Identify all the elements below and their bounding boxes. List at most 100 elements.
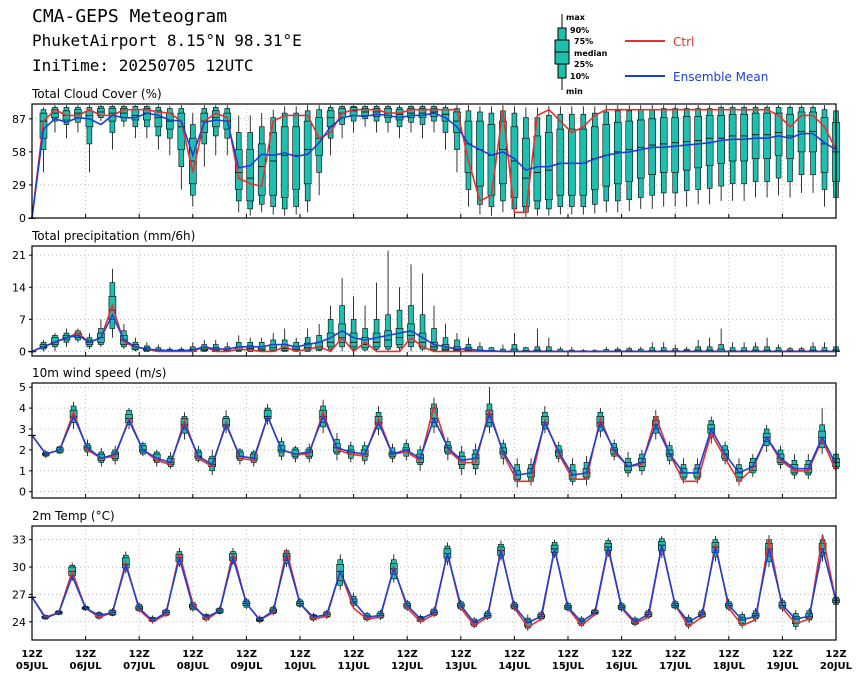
box-inner (211, 110, 220, 128)
box-inner (269, 132, 278, 196)
legend-ctrl-label: Ctrl (673, 35, 694, 49)
x-tick-date: 18JUL (713, 661, 746, 672)
x-tick-hour: 12Z (611, 649, 632, 660)
panel-3 (28, 525, 840, 641)
y-tick-label: 4 (19, 402, 26, 415)
box-inner (303, 342, 312, 351)
y-tick-label: 0 (19, 212, 26, 225)
legend-label-1: 90% (570, 26, 589, 35)
x-tick-date: 08JUL (177, 661, 210, 672)
y-tick-label: 30 (12, 561, 26, 574)
box-inner (568, 128, 576, 196)
y-tick-label: 7 (19, 313, 26, 326)
y-tick-label: 21 (12, 249, 26, 262)
x-tick-hour: 12Z (825, 649, 846, 660)
x-tick-date: 10JUL (284, 661, 317, 672)
x-tick-date: 19JUL (766, 661, 799, 672)
y-tick-label: 14 (12, 281, 26, 294)
box-inner (763, 112, 771, 160)
x-axis-labels: 12Z05JUL12Z06JUL12Z07JUL12Z08JUL12Z09JUL… (16, 649, 853, 672)
x-tick-date: 12JUL (391, 661, 424, 672)
box-inner (705, 115, 714, 166)
x-tick-hour: 12Z (289, 649, 310, 660)
ensemble-mean-line (31, 312, 836, 353)
x-tick-date: 16JUL (606, 661, 639, 672)
station-location: PhuketAirport 8.15°N 98.31°E (32, 31, 302, 50)
panel-0 (28, 103, 840, 219)
box-inner (384, 330, 392, 348)
panel-2 (28, 382, 840, 499)
x-tick-date: 09JUL (230, 661, 263, 672)
box-inner (372, 332, 381, 348)
meteogram-title: CMA-GEPS Meteogram (32, 6, 228, 27)
box-inner (395, 109, 404, 121)
y-tick-label: 5 (19, 381, 26, 394)
y-tick-label: 3 (19, 423, 26, 436)
box-inner (533, 135, 542, 202)
legend-label-6: min (566, 87, 583, 96)
x-tick-date: 20JUL (820, 661, 853, 672)
y-tick-label: 24 (12, 616, 26, 629)
y-tick-label: 0 (19, 486, 26, 499)
box-inner (372, 108, 381, 117)
box-inner (303, 120, 312, 185)
box-inner (349, 107, 358, 116)
panel-title-2: 10m wind speed (m/s) (32, 366, 166, 380)
panel-title-1: Total precipitation (mm/6h) (31, 229, 195, 243)
box-inner (154, 110, 163, 128)
box-inner (487, 124, 496, 196)
x-tick-date: 11JUL (338, 661, 371, 672)
box-inner (751, 112, 760, 160)
x-tick-date: 15JUL (552, 661, 585, 672)
box-outer (419, 314, 426, 350)
panel-frame (31, 245, 837, 357)
box-inner (659, 117, 668, 173)
legend-label-3: median (574, 49, 608, 58)
legend-label-2: 75% (574, 37, 593, 46)
ctrl-series-line (31, 108, 837, 219)
box-inner (556, 128, 565, 196)
box-inner (234, 149, 243, 190)
box-inner (476, 120, 484, 187)
box-inner (728, 113, 737, 162)
box-inner (682, 116, 691, 171)
x-tick-date: 07JUL (123, 661, 156, 672)
x-tick-date: 17JUL (659, 661, 692, 672)
box-inner (246, 149, 255, 202)
x-tick-hour: 12Z (182, 649, 203, 660)
x-tick-hour: 12Z (397, 649, 418, 660)
panel-title-3: 2m Temp (°C) (32, 509, 115, 523)
box-inner (809, 111, 817, 153)
legend-label-4: 25% (574, 60, 593, 69)
x-tick-date: 06JUL (70, 661, 103, 672)
y-tick-label: 29 (12, 179, 26, 192)
panel-frame (31, 103, 837, 219)
panel-frame (31, 382, 837, 499)
y-tick-label: 0 (19, 345, 26, 358)
ensemble-mean-line (31, 112, 837, 219)
box-inner (774, 112, 783, 156)
y-tick-label: 27 (12, 588, 26, 601)
box-inner (395, 328, 404, 345)
x-tick-hour: 12Z (772, 649, 793, 660)
ensemble-mean-line (31, 411, 837, 476)
x-tick-hour: 12Z (343, 649, 364, 660)
box-inner (280, 126, 289, 198)
y-tick-label: 1 (19, 465, 26, 478)
init-time: IniTime: 20250705 12UTC (32, 56, 254, 75)
box-inner (717, 115, 725, 164)
box-inner (797, 111, 806, 153)
x-tick-date: 05JUL (16, 661, 49, 672)
x-tick-hour: 12Z (450, 649, 471, 660)
box-inner (740, 113, 748, 162)
ensemble-mean-line (31, 545, 837, 624)
box-inner (694, 116, 702, 169)
panel-title-0: Total Cloud Cover (%) (31, 87, 162, 101)
panel-1 (28, 245, 840, 357)
ctrl-series-line (31, 403, 837, 483)
legend-mean-label: Ensemble Mean (673, 70, 768, 84)
x-tick-hour: 12Z (236, 649, 257, 660)
x-tick-hour: 12Z (129, 649, 150, 660)
legend-label-0: max (566, 13, 586, 22)
